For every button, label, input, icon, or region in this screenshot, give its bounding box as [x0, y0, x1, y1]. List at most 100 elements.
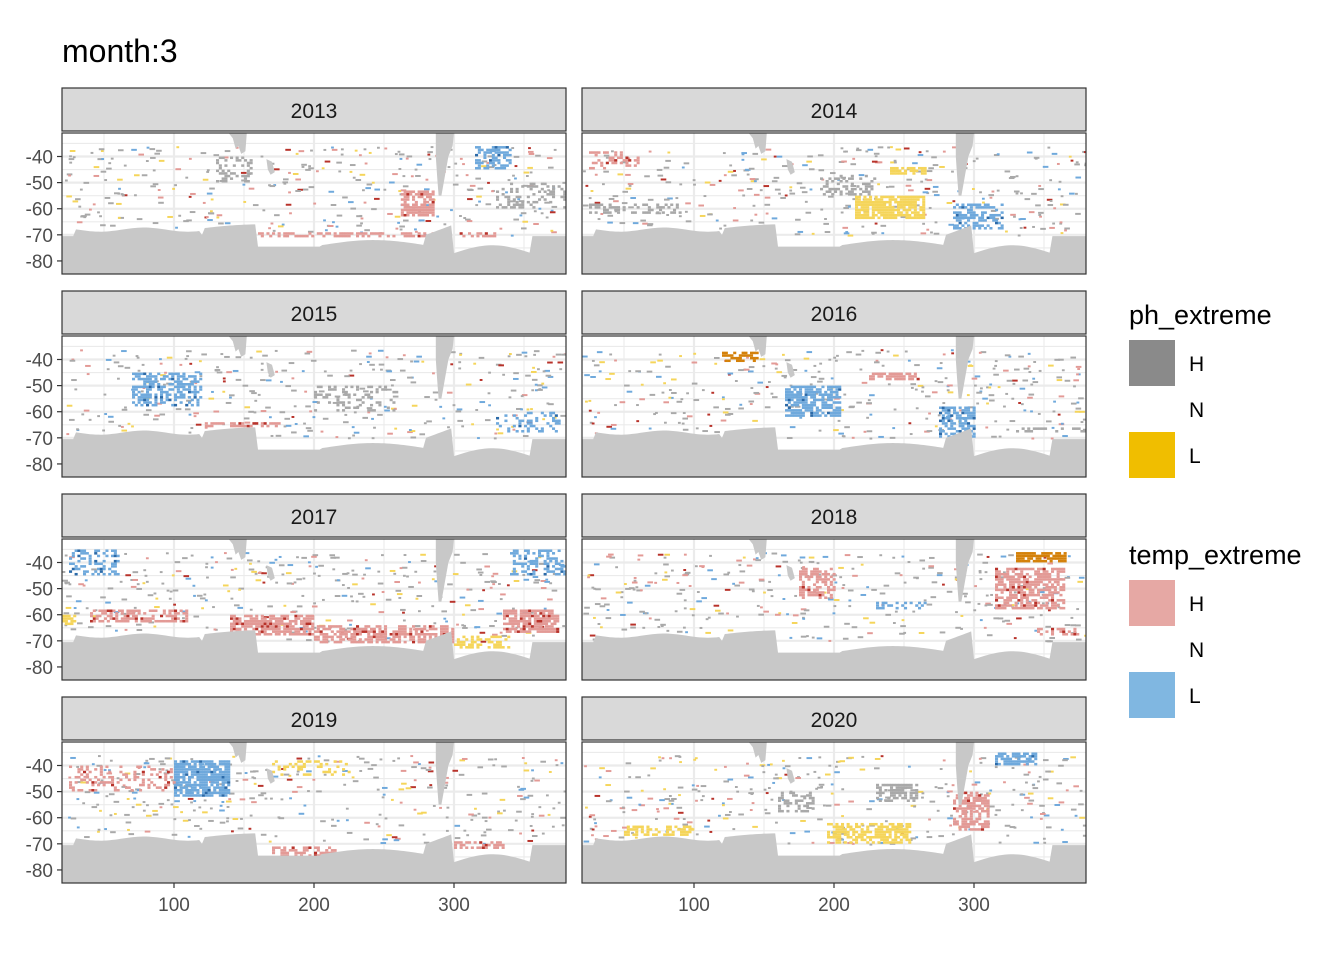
legend-ph_extreme: ph_extreme HNL: [1129, 300, 1272, 478]
y-tick-label: -80: [26, 658, 53, 679]
facet-panel: 2015 -40 -50 -60 -70 -80: [26, 290, 567, 478]
facet-strip: [581, 290, 1087, 335]
extreme-patch-temp_H: [799, 567, 836, 599]
extreme-patch-temp_L: [132, 372, 203, 407]
extreme-patch-ph_H: [876, 783, 919, 802]
facet-strip: [61, 290, 567, 335]
legend-title: temp_extreme: [1129, 540, 1302, 570]
extreme-patch-temp_L: [174, 760, 231, 797]
extreme-patch-temp_H: [400, 190, 435, 217]
extreme-patch-temp_H: [230, 614, 315, 636]
australia-land: [228, 133, 247, 154]
extreme-patch-temp_H: [503, 609, 560, 633]
facet-label: 2016: [811, 303, 858, 326]
new-zealand-land: [266, 159, 275, 175]
antarctica-land: [62, 630, 566, 680]
facet-strip: [61, 87, 567, 132]
facet-label: 2015: [291, 303, 338, 326]
facet-strip: [581, 87, 1087, 132]
legend-label: N: [1189, 639, 1204, 662]
background-cells: [66, 349, 566, 440]
extreme-patch-temp_H: [995, 567, 1066, 610]
x-tick-label: 100: [158, 895, 190, 916]
antarctica-land: [582, 427, 1086, 477]
australia-land: [748, 539, 767, 560]
facet-panel: 2018: [581, 493, 1087, 681]
antarctica-land: [62, 833, 566, 883]
x-tick-label: 300: [438, 895, 470, 916]
new-zealand-land: [266, 565, 275, 581]
australia-land: [748, 336, 767, 357]
antarctica-land: [62, 224, 566, 274]
facet-label: 2017: [291, 506, 338, 529]
south-america-land: [955, 742, 974, 805]
antarctica-land: [62, 427, 566, 477]
facet-label: 2018: [811, 506, 858, 529]
facet-strip: [581, 493, 1087, 538]
legend-temp_extreme: temp_extreme HNL: [1129, 540, 1302, 718]
background-cells: [62, 552, 566, 643]
facet-panel: 2017 -40 -50 -60 -70 -80: [26, 493, 567, 681]
antarctica-land: [582, 833, 1086, 883]
antarctica-land: [582, 224, 1086, 274]
extreme-patch-ph_L: [890, 166, 927, 175]
x-tick-label: 300: [958, 895, 990, 916]
extreme-patch-temp_L: [876, 601, 927, 610]
legend-label: L: [1189, 445, 1201, 468]
extreme-patch-temp_L: [510, 549, 566, 576]
y-tick-label: -60: [26, 403, 53, 424]
facet-strip: [61, 696, 567, 741]
extreme-patch-ph_H: [496, 182, 566, 209]
x-tick-label: 200: [298, 895, 330, 916]
extreme-patch-temp_H: [1037, 627, 1080, 636]
extreme-patch-ph_L: [827, 822, 912, 844]
facet-panel: 2013 -40 -50 -60 -70 -80: [26, 87, 567, 275]
extreme-patch-ph_H: [216, 156, 253, 183]
south-america-land: [435, 539, 454, 602]
antarctica-land: [582, 630, 1086, 680]
legend-title: ph_extreme: [1129, 300, 1272, 330]
panel-border: [61, 335, 567, 478]
extreme-patch-ph_L: [855, 195, 926, 220]
south-america-land: [435, 742, 454, 805]
x-tick-label: 200: [818, 895, 850, 916]
extreme-patch-ph_H: [589, 203, 682, 214]
extreme-patch-temp_H: [90, 609, 189, 623]
y-tick-label: -40: [26, 351, 53, 372]
extreme-patch-ph_H: [1016, 427, 1086, 433]
extreme-patch-temp_H: [204, 422, 281, 428]
extreme-patch-temp_H: [69, 765, 176, 792]
y-tick-label: -50: [26, 783, 53, 804]
panel-border: [581, 335, 1087, 478]
background-cells: [583, 755, 1086, 846]
y-tick-label: -50: [26, 174, 53, 195]
y-tick-label: -70: [26, 429, 53, 450]
y-tick-label: -80: [26, 455, 53, 476]
south-america-land: [435, 133, 454, 196]
y-tick-label: -70: [26, 226, 53, 247]
extreme-patch-temp_L: [953, 203, 1004, 230]
south-america-land: [955, 336, 974, 399]
background-cells: [583, 552, 1086, 643]
y-tick-label: -80: [26, 861, 53, 882]
panel-border: [61, 132, 567, 275]
new-zealand-land: [266, 768, 275, 784]
y-tick-label: -40: [26, 148, 53, 169]
extreme-patch-temp_L: [995, 752, 1038, 766]
facet-strip: [581, 696, 1087, 741]
extreme-patch-ph_H: [778, 791, 815, 813]
legend-label: L: [1189, 685, 1201, 708]
extreme-patch-temp_H: [589, 151, 640, 170]
facet-panel: 2016: [581, 290, 1087, 478]
facet-panels: 2013 -40 -50 -60 -70 -80 2014 2015 -40 -50 -60 -70 -…: [26, 87, 1087, 916]
legend-key: [1129, 580, 1175, 626]
extreme-patch-temp_H: [869, 372, 920, 381]
extreme-patch-ph_H: [314, 385, 399, 412]
background-cells: [64, 146, 566, 237]
new-zealand-land: [786, 362, 795, 378]
y-tick-label: -50: [26, 377, 53, 398]
legend-key: [1129, 672, 1175, 718]
y-tick-label: -70: [26, 632, 53, 653]
